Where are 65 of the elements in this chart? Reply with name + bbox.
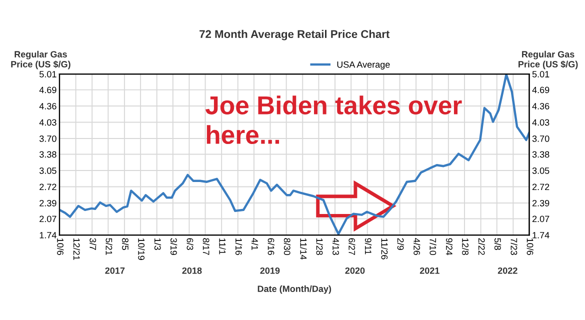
x-tick-label: 1/28 — [316, 238, 323, 255]
x-tick-label: 5/8 — [494, 238, 502, 250]
text: 2020 — [345, 267, 365, 274]
x-tick-label: 9/11 — [364, 238, 372, 254]
x-tick-label: 8/30 — [284, 238, 291, 256]
x-tick-label: 1/3 — [154, 238, 162, 250]
y-axis-title: Regular Gas Price (US $/G) — [11, 50, 70, 70]
y-tick-label: 4.03 — [39, 119, 56, 126]
x-tick-label: 10/19 — [138, 238, 145, 260]
text: 2022 — [498, 267, 518, 274]
text: 2019 — [260, 267, 280, 274]
x-tick-label: 6/16 — [268, 238, 274, 255]
x-tick-label: 8/5 — [122, 238, 129, 250]
x-tick-label: 11/14 — [300, 238, 307, 260]
y-tick-label: 2.72 — [40, 184, 56, 190]
y2-tick-label: 5.01 — [532, 71, 550, 78]
y-tick-label: 4.36 — [39, 103, 56, 110]
y-tick-label: 5.01 — [40, 71, 56, 78]
y-tick-label: 3.38 — [39, 151, 56, 158]
x-tick-label: 2/22 — [478, 238, 485, 255]
x-tick-label: 10/6 — [57, 238, 64, 255]
x-tick-label: 8/17 — [202, 238, 210, 255]
text: 2018 — [182, 267, 202, 274]
y2-tick-label: 3.05 — [532, 167, 550, 174]
line-series — [59, 74, 530, 236]
x-tick-label: 4/26 — [414, 238, 420, 255]
y2-tick-label: 4.03 — [532, 119, 550, 126]
x-tick-label: 4/1 — [252, 238, 258, 250]
y-tick-label: 1.74 — [40, 232, 56, 238]
x-tick-label: 7/23 — [510, 238, 518, 255]
y-tick-label: 4.69 — [39, 86, 56, 94]
y2-axis-title: Regular Gas Price (US $/G) — [518, 50, 578, 70]
x-tick-label: 2/9 — [397, 238, 404, 250]
y2-tick-label: 2.39 — [532, 200, 550, 206]
legend-label: USA Average — [337, 61, 390, 70]
y2-tick-label: 3.70 — [532, 136, 550, 142]
x-tick-label: 4/13 — [332, 238, 340, 255]
y2-tick-label: 4.36 — [532, 103, 550, 110]
text: 2021 — [420, 267, 440, 274]
y2-tick-label: 1.74 — [532, 232, 550, 238]
x-tick-label: 6/27 — [348, 238, 356, 255]
x-tick-label: 9/24 — [446, 238, 453, 256]
x-tick-label: 11/26 — [381, 238, 388, 260]
y-tick-label: 3.05 — [39, 167, 56, 174]
x-tick-label: 6/3 — [186, 238, 194, 250]
x-tick-label: 7/10 — [430, 238, 436, 256]
y2-tick-label: 3.38 — [532, 151, 550, 158]
x-tick-label: 3/19 — [170, 238, 178, 255]
x-tick-label: 5/21 — [106, 238, 112, 255]
y2-tick-label: 2.07 — [532, 216, 550, 222]
y2-tick-label: 2.72 — [532, 184, 550, 190]
y-tick-label: 2.39 — [40, 200, 56, 206]
y-tick-label: 3.70 — [39, 136, 56, 142]
text: 2017 — [105, 267, 125, 274]
x-tick-label: 11/1 — [219, 238, 226, 254]
y2-tick-label: 4.69 — [532, 86, 550, 94]
x-tick-label: 1/16 — [235, 238, 242, 255]
x-tick-label: 3/7 — [90, 238, 96, 250]
x-tick-label: 12/21 — [73, 238, 80, 260]
x-tick-label: 10/6 — [526, 238, 534, 255]
x-tick-label: 12/8 — [462, 238, 469, 255]
annotation: Joe Biden takes over here... — [206, 96, 462, 144]
x-axis-title: Date (Month/Day) — [258, 285, 332, 294]
y-tick-label: 2.07 — [40, 216, 56, 222]
chart-title: 72 Month Average Retail Price Chart — [200, 30, 390, 40]
